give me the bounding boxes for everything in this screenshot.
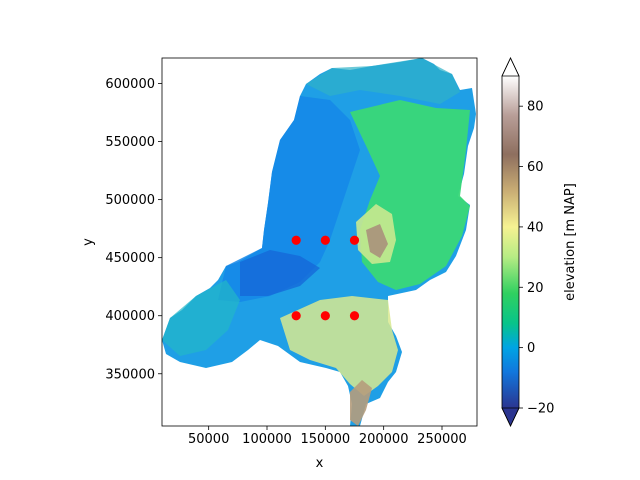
colorbar-tick-label: 80 — [527, 100, 544, 115]
y-tick-label: 500000 — [105, 193, 155, 208]
data-point — [349, 235, 360, 245]
colorbar-ticks: −20 0 20 40 60 80 — [519, 100, 554, 417]
data-point — [320, 311, 330, 321]
data-point — [291, 311, 301, 321]
x-tick-label: 250000 — [417, 432, 467, 447]
y-tick-label: 450000 — [105, 251, 155, 266]
x-tick-label: 200000 — [359, 432, 409, 447]
y-tick-label: 400000 — [105, 309, 155, 324]
colorbar-tick-label: 0 — [527, 341, 535, 356]
colorbar-gradient — [502, 76, 519, 408]
data-point — [320, 235, 330, 245]
data-point — [291, 235, 301, 245]
colorbar: −20 0 20 40 60 80 elevation [m NAP] — [501, 57, 578, 427]
southeast-hill-region — [350, 380, 372, 426]
x-tick-label: 50000 — [188, 432, 229, 447]
colorbar-label: elevation [m NAP] — [563, 183, 578, 301]
y-axis-label: y — [81, 238, 96, 246]
elevation-map — [162, 58, 476, 426]
western-lowland-region — [218, 96, 360, 302]
x-axis-label: x — [316, 456, 324, 471]
y-tick-label: 350000 — [105, 367, 155, 382]
x-tick-label: 150000 — [301, 432, 351, 447]
northern-coastal-region — [306, 58, 460, 104]
plot-frame — [161, 57, 478, 427]
coastal-dune-region — [162, 280, 240, 356]
hilltops-region — [366, 224, 388, 258]
colorbar-tick-label: 20 — [527, 281, 544, 296]
sample-points — [291, 235, 360, 321]
x-axis: 50000 100000 150000 200000 250000 — [188, 426, 467, 447]
y-tick-label: 600000 — [105, 77, 155, 92]
colorbar-tick-label: 60 — [527, 160, 544, 175]
colorbar-extend-max — [501, 57, 520, 77]
colorbar-tick-label: −20 — [527, 402, 554, 417]
x-tick-label: 100000 — [242, 432, 292, 447]
colorbar-tick-label: 40 — [527, 220, 544, 235]
low-polder-region — [240, 250, 320, 296]
colorbar-extend-min — [501, 407, 520, 427]
southern-region — [280, 296, 398, 396]
y-axis: 350000 400000 450000 500000 550000 600000 — [105, 77, 162, 382]
data-point — [349, 311, 360, 321]
y-tick-label: 550000 — [105, 135, 155, 150]
